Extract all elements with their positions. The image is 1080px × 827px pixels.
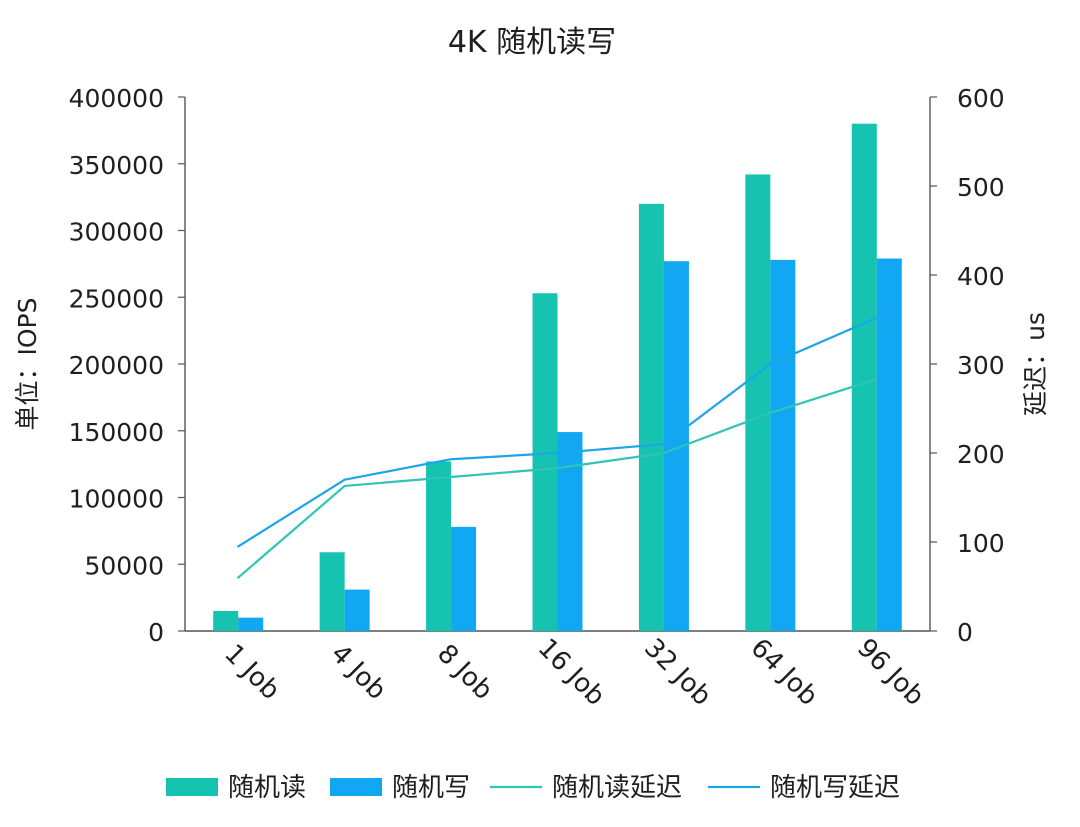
right-axis-tick-label: 100 — [957, 529, 1005, 558]
left-axis-tick-label: 400000 — [69, 84, 164, 113]
legend-label-随机读: 随机读 — [228, 773, 306, 803]
legend-label-随机读延迟: 随机读延迟 — [552, 773, 682, 803]
bar-随机读-4 Job — [319, 552, 345, 631]
bar-随机写-8 Job — [451, 526, 477, 631]
left-axis-tick-label: 300000 — [69, 218, 164, 247]
bar-随机读-1 Job — [213, 610, 239, 631]
bar-随机读-96 Job — [851, 123, 877, 631]
left-axis-tick-label: 250000 — [69, 284, 164, 313]
left-axis-label: 单位：IOPS — [13, 298, 42, 431]
right-axis-label: 延迟：us — [1021, 312, 1050, 416]
x-axis-category-label: 8 Job — [431, 639, 498, 706]
right-axis-tick-label: 500 — [957, 173, 1005, 202]
bar-随机写-64 Job — [770, 259, 796, 631]
x-axis-category-label: 32 Job — [638, 633, 717, 712]
chart-title: 4K 随机读写 — [448, 25, 616, 60]
x-axis-category-label: 64 Job — [745, 633, 824, 712]
right-axis-tick-label: 300 — [957, 351, 1005, 380]
legend-label-随机写: 随机写 — [392, 773, 470, 803]
x-axis-category-label: 96 Job — [851, 633, 930, 712]
bar-随机写-1 Job — [238, 617, 264, 631]
right-axis-tick-label: 600 — [957, 84, 1005, 113]
bar-随机读-64 Job — [745, 174, 771, 631]
left-axis-tick-label: 0 — [148, 618, 164, 647]
right-axis-tick-label: 400 — [957, 262, 1005, 291]
x-axis-category-label: 16 Job — [532, 633, 611, 712]
legend-layer: 随机读 随机写 随机读延迟 随机写延迟 — [166, 773, 900, 803]
left-axis-tick-label: 50000 — [84, 551, 164, 580]
bar-随机写-4 Job — [344, 589, 370, 631]
x-axis-category-label: 4 Job — [325, 639, 392, 706]
line-随机写延迟 — [237, 316, 878, 548]
left-axis-tick-label: 350000 — [69, 151, 164, 180]
bar-随机读-8 Job — [426, 461, 452, 631]
legend-label-随机写延迟: 随机写延迟 — [770, 773, 900, 803]
bar-随机读-16 Job — [532, 293, 558, 631]
bar-随机写-16 Job — [557, 432, 583, 631]
line-随机读延迟 — [237, 378, 878, 579]
right-axis-tick-label: 200 — [957, 440, 1005, 469]
bars-layer — [213, 123, 902, 632]
x-axis-category-label: 1 Job — [218, 639, 285, 706]
legend-swatch-随机写 — [330, 778, 382, 796]
left-axis-tick-label: 100000 — [69, 485, 164, 514]
bar-随机写-96 Job — [876, 258, 902, 631]
lines-layer — [237, 316, 878, 579]
left-axis-tick-label: 200000 — [69, 351, 164, 380]
legend-swatch-随机读 — [166, 778, 218, 796]
left-axis-tick-label: 150000 — [69, 418, 164, 447]
bar-随机读-32 Job — [638, 203, 664, 632]
right-axis-tick-label: 0 — [957, 618, 973, 647]
